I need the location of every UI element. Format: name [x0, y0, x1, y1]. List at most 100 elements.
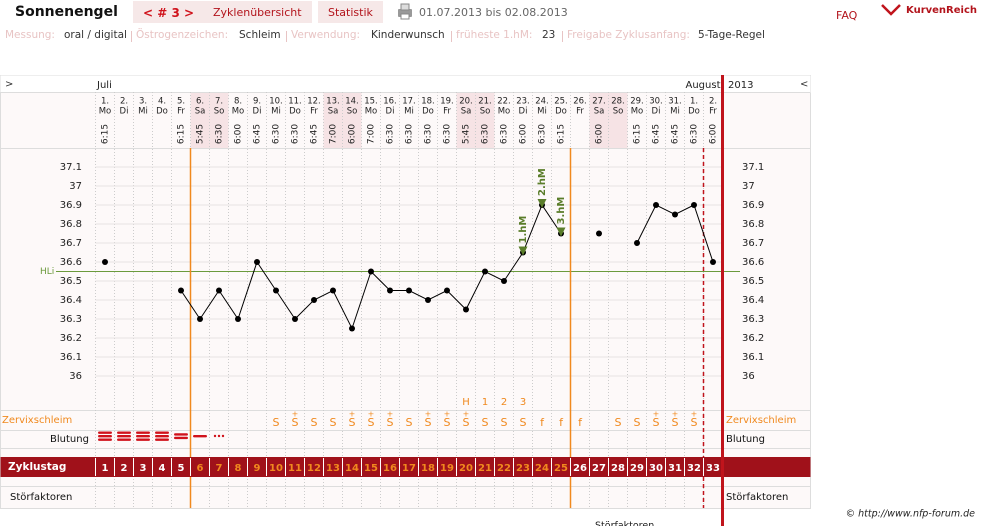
- row-label: Zervixschleim: [726, 415, 796, 426]
- measure-time: 6:15: [633, 124, 643, 144]
- measure-time: 6:15: [557, 124, 567, 144]
- weekday: Fr: [576, 107, 584, 117]
- temperature-point: [406, 287, 412, 294]
- day-number: 25.: [554, 97, 568, 107]
- temperature-point: [710, 259, 716, 265]
- day-number: 18.: [421, 97, 435, 107]
- bleeding-bar: [136, 438, 150, 441]
- y-tick-label: 37.1: [60, 162, 82, 173]
- user-name: Sonnenengel: [15, 4, 118, 20]
- row-label: Störfaktoren: [10, 492, 72, 503]
- day-number: 6.: [196, 97, 204, 107]
- day-number: 3.: [139, 97, 147, 107]
- temperature-point: [102, 259, 108, 265]
- zervix-code: S: [444, 416, 451, 429]
- cut-label: Störfaktoren: [595, 521, 654, 526]
- weekday: So: [613, 107, 624, 117]
- weekday: Mo: [232, 107, 245, 117]
- day-number: 11.: [288, 97, 302, 107]
- cycle-day: 10: [269, 463, 283, 474]
- day-number: 2.: [709, 97, 717, 107]
- weekday: Mi: [271, 107, 281, 117]
- weekday: Fr: [310, 107, 318, 117]
- bleeding-bar: [117, 435, 131, 438]
- weekday: Mo: [365, 107, 378, 117]
- print-icon[interactable]: [395, 2, 415, 22]
- cycle-day: 8: [235, 463, 242, 474]
- temperature-point: [444, 287, 450, 294]
- day-number: 1.: [690, 97, 698, 107]
- cycle-nav[interactable]: < # 3 >: [133, 1, 205, 23]
- cycle-day: 28: [611, 463, 625, 474]
- setting-value: 5-Tage-Regel: [698, 29, 765, 41]
- separator: [286, 31, 287, 42]
- cycle-day: 7: [216, 463, 223, 474]
- day-number: 14.: [345, 97, 359, 107]
- year-label: 2013: [728, 80, 753, 91]
- y-tick-label-right: 36.7: [742, 238, 764, 249]
- peak-label: 1: [482, 397, 488, 408]
- y-tick-label-right: 36: [742, 371, 755, 382]
- cycle-day: 9: [254, 463, 261, 474]
- zervix-plus: +: [691, 410, 698, 419]
- weekday: Mi: [404, 107, 414, 117]
- peak-label: 2: [501, 397, 507, 408]
- weekend-shade: [342, 92, 362, 148]
- weekday: Sa: [594, 107, 605, 117]
- day-number: 17.: [402, 97, 416, 107]
- zervix-plus: +: [653, 410, 660, 419]
- day-number: 1.: [101, 97, 109, 107]
- day-number: 2.: [120, 97, 128, 107]
- faq-link[interactable]: FAQ: [836, 9, 858, 22]
- weekday: Do: [156, 107, 168, 117]
- zervix-plus: +: [292, 410, 299, 419]
- cycle-day: 4: [159, 463, 166, 474]
- temperature-point: [235, 316, 241, 322]
- setting-value: Kinderwunsch: [371, 29, 445, 41]
- weekday: Do: [688, 107, 700, 117]
- logo-icon: [881, 4, 901, 16]
- day-number: 24.: [535, 97, 549, 107]
- measure-time: 6:45: [671, 124, 681, 144]
- setting-label: Verwendung:: [291, 29, 361, 41]
- weekend-shade: [323, 92, 343, 148]
- cycle-day: 29: [630, 463, 644, 474]
- measure-time: 6:30: [215, 124, 225, 144]
- y-tick-label: 37: [69, 181, 82, 192]
- measure-time: 6:30: [386, 124, 396, 144]
- weekday: Di: [253, 107, 262, 117]
- day-number: 26.: [573, 97, 587, 107]
- y-tick-label: 36: [69, 371, 82, 382]
- measure-time: 6:00: [519, 124, 529, 144]
- weekend-shade: [589, 92, 609, 148]
- zervix-code: S: [482, 416, 489, 429]
- day-number: 31.: [668, 97, 682, 107]
- coverline-label: HLi: [40, 267, 54, 277]
- cycle-day: 23: [516, 463, 530, 474]
- weekend-shade: [475, 92, 495, 148]
- measure-time: 6:15: [177, 124, 187, 144]
- cycle-day: 25: [554, 463, 568, 474]
- temperature-point: [197, 316, 203, 322]
- day-number: 30.: [649, 97, 663, 107]
- day-number: 20.: [459, 97, 473, 107]
- day-number: 27.: [592, 97, 606, 107]
- weekend-shade: [209, 92, 229, 148]
- tab[interactable]: Statistik: [318, 1, 383, 23]
- day-number: 13.: [326, 97, 340, 107]
- print-out: [400, 13, 410, 20]
- weekday: Di: [120, 107, 129, 117]
- nav-right: <: [800, 79, 808, 90]
- cycle-day: 22: [497, 463, 511, 474]
- y-tick-label: 36.8: [60, 219, 82, 230]
- cycle-day: 21: [478, 463, 492, 474]
- zervix-plus: +: [444, 410, 451, 419]
- measure-time: 6:15: [101, 124, 111, 144]
- cycle-day: 26: [573, 463, 587, 474]
- bleeding-dot: [217, 434, 221, 438]
- y-tick-label: 36.9: [60, 200, 82, 211]
- y-tick-label-right: 36.5: [742, 276, 764, 287]
- tab[interactable]: Zyklenübersicht: [203, 1, 312, 23]
- zervix-code: S: [311, 416, 318, 429]
